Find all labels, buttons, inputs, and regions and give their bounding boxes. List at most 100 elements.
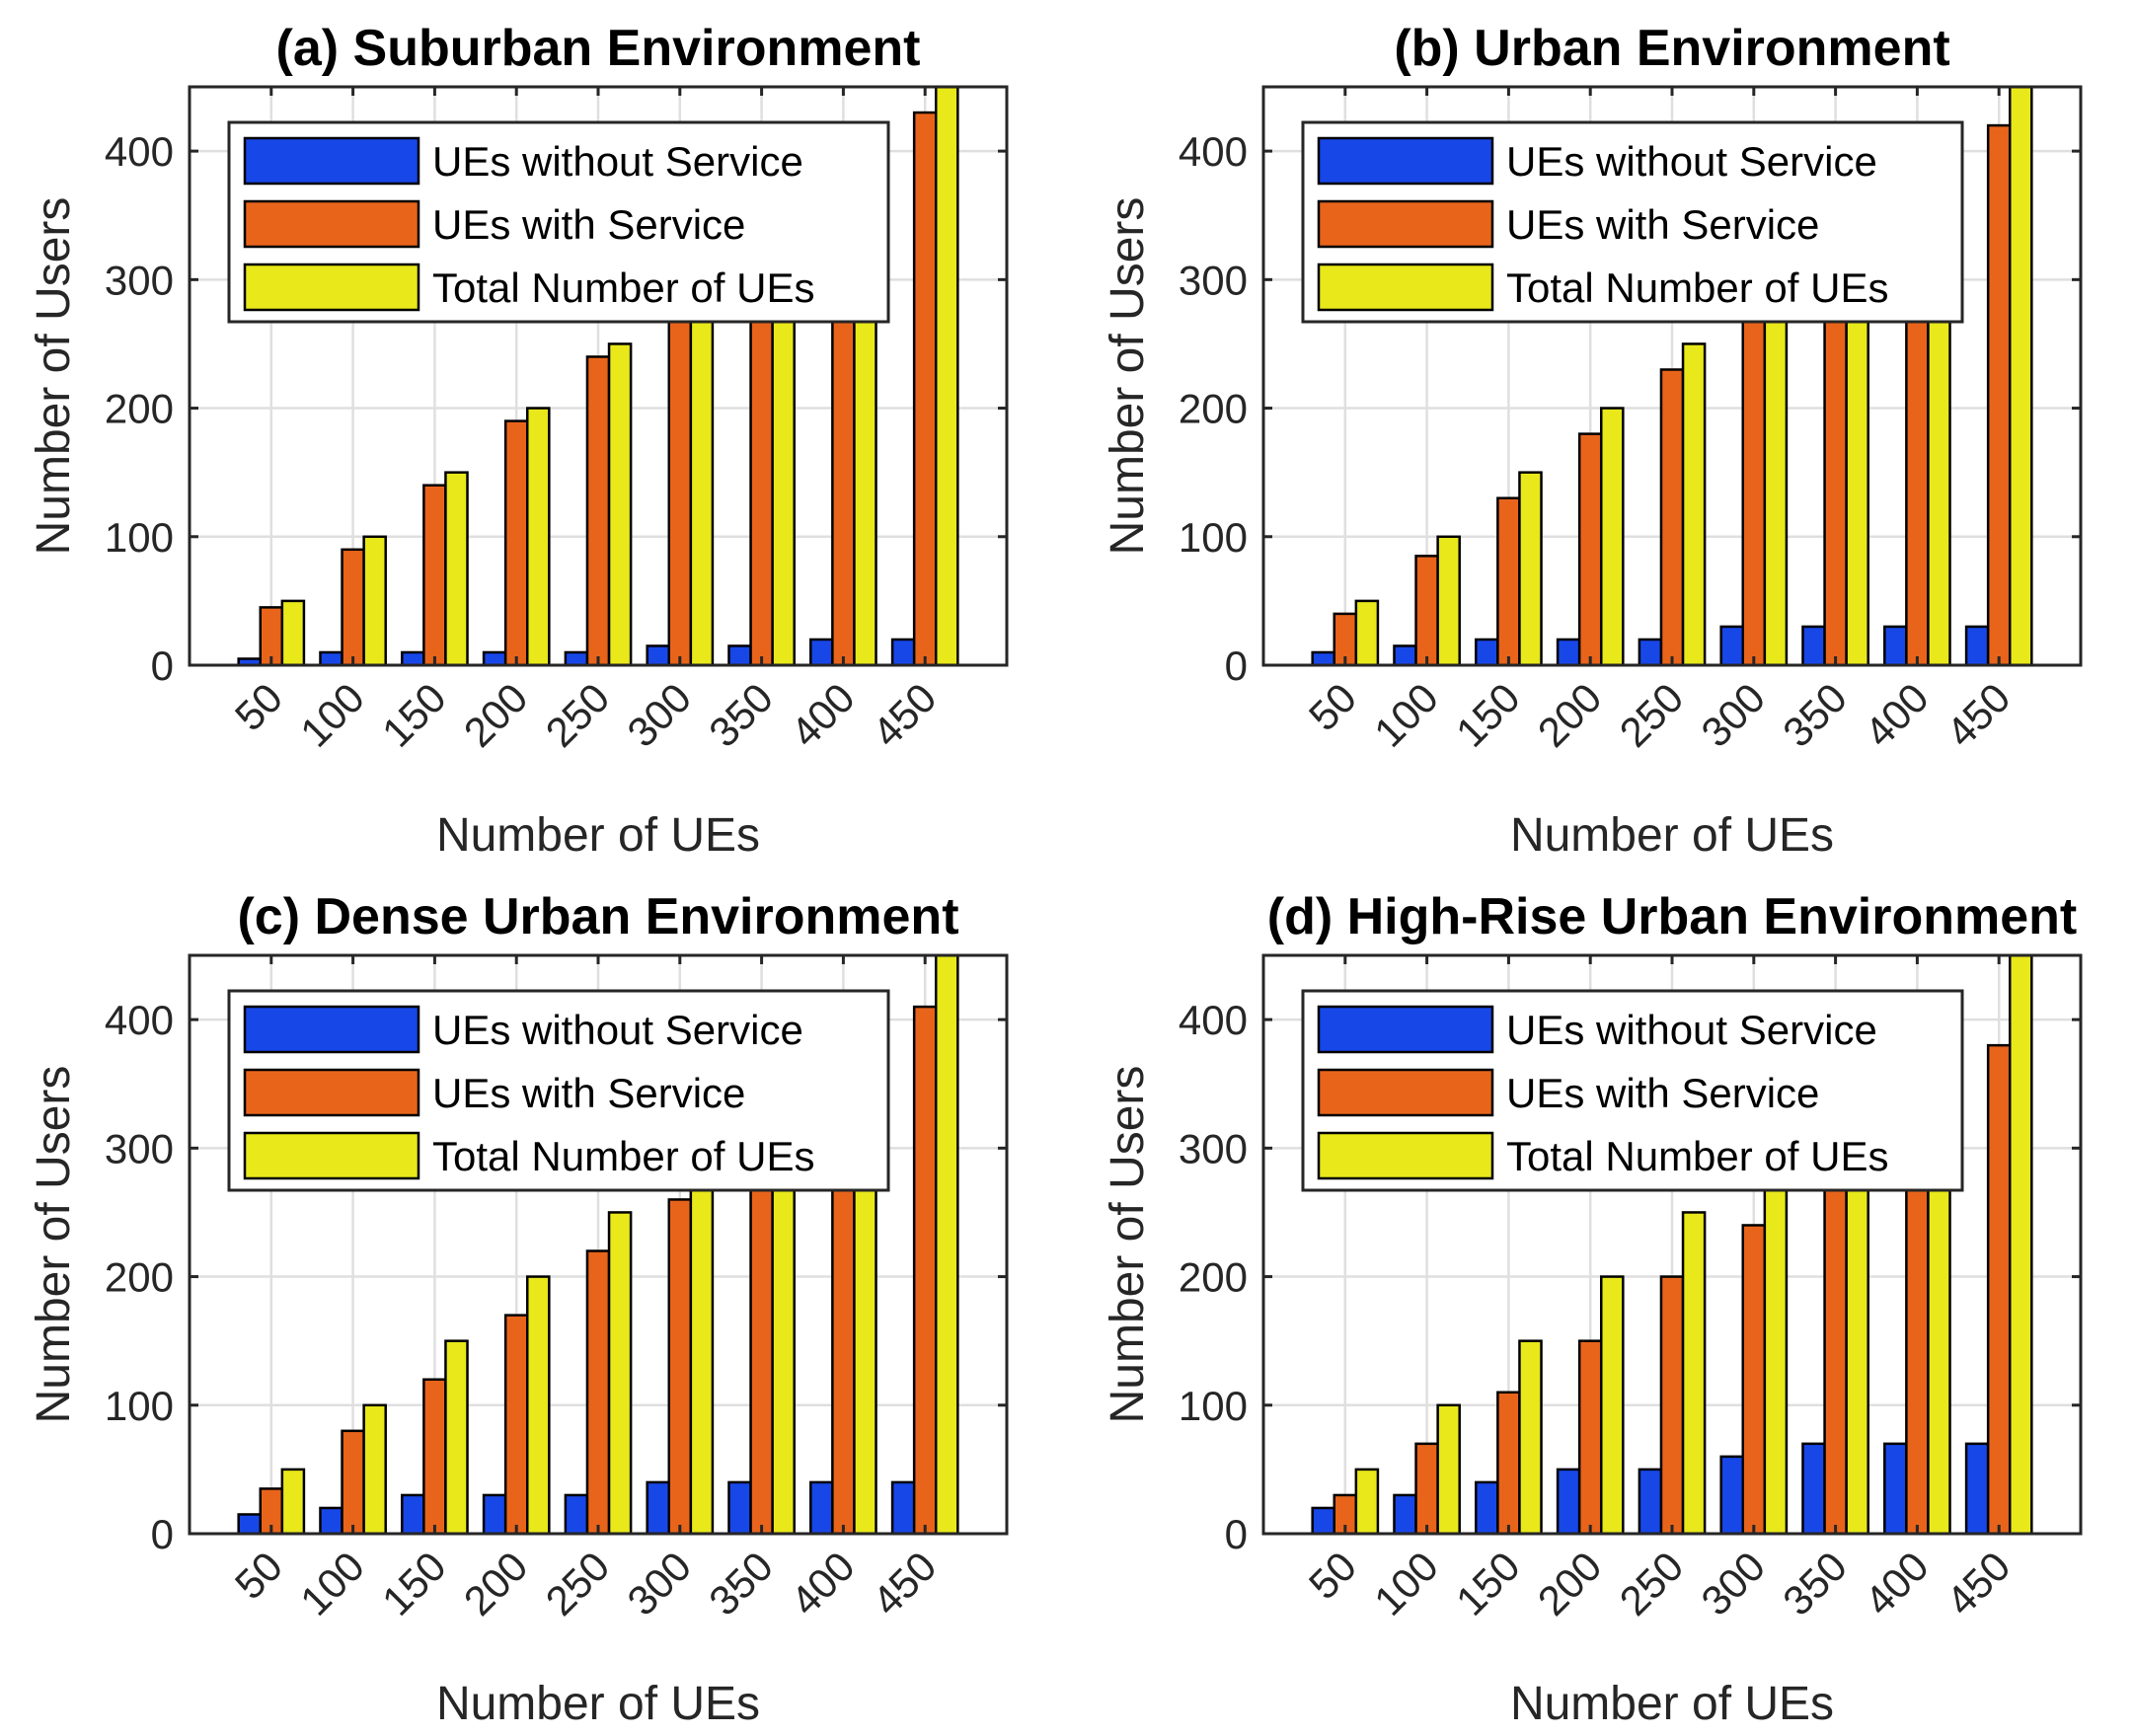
y-tick-label: 300	[105, 257, 174, 303]
x-tick-label: 100	[1365, 674, 1447, 756]
x-tick-label: 200	[455, 674, 537, 756]
bar-without-service	[1638, 638, 1663, 665]
bar-total	[607, 342, 633, 665]
y-tick-label: 0	[1225, 642, 1248, 689]
bar-with-service	[1414, 555, 1439, 665]
y-tick-label: 300	[105, 1125, 174, 1171]
legend-label-with-service: UEs with Service	[432, 201, 745, 248]
bar-without-service	[890, 638, 916, 665]
bar-total	[1354, 599, 1380, 665]
bar-total	[2008, 955, 2033, 1534]
bar-with-service	[341, 548, 365, 665]
x-tick-label: 450	[864, 1543, 946, 1624]
bar-without-service	[1719, 625, 1745, 665]
bar-with-service	[912, 111, 938, 665]
bar-total	[934, 955, 959, 1534]
legend: UEs without Service UEs with Service Total…	[227, 989, 890, 1192]
bar-with-service	[1986, 123, 2012, 665]
bar-with-service	[1659, 1275, 1685, 1534]
legend-label-total: Total Number of UEs	[1506, 1133, 1888, 1179]
x-tick-label: 350	[700, 1543, 782, 1624]
y-tick-label: 200	[105, 1254, 174, 1301]
bar-with-service	[1659, 368, 1685, 665]
legend-swatch-with-service	[243, 1068, 420, 1117]
bar-with-service	[1986, 1043, 2012, 1534]
bar-with-service	[1741, 317, 1767, 665]
chart-title: (a) Suburban Environment	[276, 20, 921, 77]
bar-total	[1436, 535, 1461, 665]
bar-with-service	[1823, 1172, 1848, 1534]
legend-swatch-with-service	[1317, 1068, 1494, 1117]
x-tick-label: 100	[1365, 1543, 1447, 1624]
bar-with-service	[749, 1134, 774, 1534]
x-tick-label: 100	[291, 674, 373, 756]
bar-with-service	[1496, 496, 1521, 665]
bar-without-service	[1883, 625, 1908, 665]
y-tick-label: 200	[105, 386, 174, 432]
x-tick-label: 300	[1692, 1543, 1774, 1624]
legend-swatch-without-service	[243, 1005, 420, 1054]
bar-total	[444, 1339, 469, 1534]
y-tick-label: 100	[105, 1383, 174, 1429]
bar-without-service	[1964, 625, 1990, 665]
legend-swatch-with-service	[243, 199, 420, 249]
x-tick-label: 100	[291, 1543, 373, 1624]
bar-with-service	[1414, 1442, 1439, 1534]
legend-swatch-with-service	[1317, 199, 1494, 249]
bar-without-service	[1393, 1493, 1417, 1534]
y-tick-label: 100	[1179, 514, 1248, 561]
legend-label-total: Total Number of UEs	[432, 1133, 814, 1179]
y-tick-label: 400	[1179, 128, 1248, 175]
x-tick-label: 200	[455, 1543, 537, 1624]
y-axis-label: Number of Users	[1102, 197, 1154, 556]
legend-label-with-service: UEs with Service	[432, 1070, 745, 1116]
bar-with-service	[1577, 1339, 1603, 1534]
legend-swatch-total	[243, 1131, 420, 1180]
bar-without-service	[1801, 1442, 1826, 1534]
legend-label-without-service: UEs without Service	[432, 1007, 803, 1053]
legend: UEs without Service UEs with Service Total…	[227, 120, 890, 324]
legend-swatch-without-service	[243, 136, 420, 186]
bar-total	[362, 1403, 387, 1534]
bar-total	[1518, 1339, 1543, 1534]
legend-swatch-total	[243, 263, 420, 312]
x-tick-label: 250	[537, 1543, 619, 1624]
bar-with-service	[1577, 432, 1603, 665]
y-axis-label: Number of Users	[28, 197, 80, 556]
x-tick-label: 400	[782, 1543, 864, 1624]
bar-total	[689, 1147, 715, 1534]
bar-without-service	[237, 1513, 263, 1534]
x-tick-label: 200	[1529, 674, 1611, 756]
y-tick-label: 200	[1179, 386, 1248, 432]
x-tick-label: 50	[1300, 1543, 1365, 1608]
bar-without-service	[727, 644, 752, 665]
legend-label-total: Total Number of UEs	[432, 264, 814, 311]
x-tick-label: 150	[1447, 674, 1529, 756]
x-tick-label: 250	[537, 674, 619, 756]
bar-without-service	[401, 650, 425, 665]
bar-without-service	[482, 650, 507, 665]
bar-with-service	[503, 1314, 529, 1534]
bar-without-service	[1311, 1506, 1336, 1534]
y-tick-label: 100	[1179, 1383, 1248, 1429]
y-tick-label: 300	[1179, 1125, 1248, 1171]
bar-without-service	[1475, 638, 1499, 665]
x-axis-label: Number of UEs	[436, 809, 760, 862]
legend: UEs without Service UEs with Service Total…	[1301, 989, 1964, 1192]
bar-total	[1599, 407, 1625, 665]
bar-with-service	[1496, 1391, 1521, 1534]
x-tick-label: 400	[782, 674, 864, 756]
bar-with-service	[1741, 1224, 1767, 1534]
x-tick-label: 350	[1774, 1543, 1856, 1624]
x-tick-label: 400	[1856, 1543, 1938, 1624]
bar-total	[525, 407, 551, 665]
x-tick-label: 350	[700, 674, 782, 756]
legend-swatch-total	[1317, 263, 1494, 312]
bar-total	[1599, 1275, 1625, 1534]
legend-label-without-service: UEs without Service	[1506, 138, 1877, 185]
bar-without-service	[1719, 1455, 1745, 1534]
x-tick-label: 250	[1611, 674, 1693, 756]
legend-swatch-total	[1317, 1131, 1494, 1180]
